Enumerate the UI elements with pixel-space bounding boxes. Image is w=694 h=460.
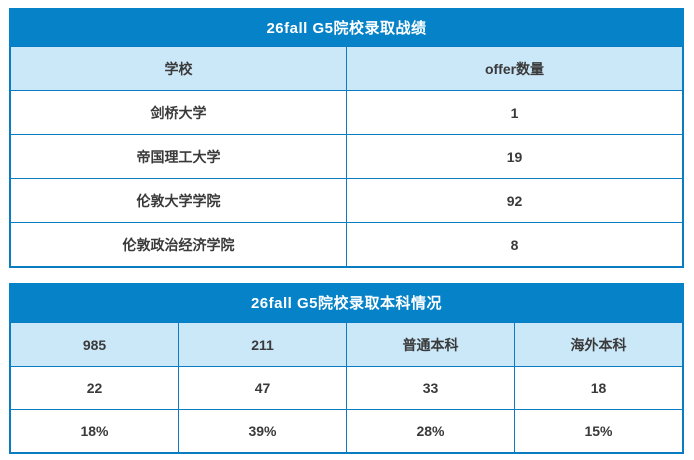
count-cell: 18 (513, 366, 684, 410)
admissions-table-title: 26fall G5院校录取战绩 (9, 8, 684, 46)
undergrad-background-table-grid: 985 211 普通本科 海外本科 22 47 33 18 18% 39% 28… (9, 322, 684, 454)
table-row: 剑桥大学 1 (9, 90, 684, 135)
percent-cell: 15% (513, 409, 684, 454)
admissions-table-grid: 学校 offer数量 剑桥大学 1 帝国理工大学 19 伦敦大学学院 92 (9, 46, 684, 268)
table-row: 伦敦政治经济学院 8 (9, 222, 684, 268)
school-cell: 伦敦政治经济学院 (9, 222, 347, 268)
table-row: 帝国理工大学 19 (9, 134, 684, 179)
admissions-table: 26fall G5院校录取战绩 学校 offer数量 剑桥大学 1 帝国理工大学… (9, 8, 684, 268)
offer-count-cell: 8 (346, 222, 684, 268)
school-cell: 伦敦大学学院 (9, 178, 347, 223)
offer-count-cell: 92 (346, 178, 684, 223)
undergrad-background-table: 26fall G5院校录取本科情况 985 211 普通本科 海外本科 22 4… (9, 283, 684, 454)
column-header-overseas-undergrad: 海外本科 (513, 322, 684, 367)
table-row: 伦敦大学学院 92 (9, 178, 684, 223)
school-cell: 帝国理工大学 (9, 134, 347, 179)
offer-count-cell: 19 (346, 134, 684, 179)
percent-cell: 18% (9, 409, 179, 454)
column-header-school: 学校 (9, 46, 347, 91)
column-header-regular-undergrad: 普通本科 (345, 322, 515, 367)
offer-count-cell: 1 (346, 90, 684, 135)
column-header-985: 985 (9, 322, 179, 367)
background-header-row: 985 211 普通本科 海外本科 (9, 322, 684, 367)
percent-cell: 39% (177, 409, 347, 454)
table-row: 22 47 33 18 (9, 366, 684, 410)
table-row: 18% 39% 28% 15% (9, 409, 684, 454)
count-cell: 22 (9, 366, 179, 410)
undergrad-background-table-title: 26fall G5院校录取本科情况 (9, 283, 684, 322)
admissions-header-row: 学校 offer数量 (9, 46, 684, 91)
percent-cell: 28% (345, 409, 515, 454)
count-cell: 47 (177, 366, 347, 410)
column-header-offer-count: offer数量 (346, 46, 684, 91)
school-cell: 剑桥大学 (9, 90, 347, 135)
column-header-211: 211 (177, 322, 347, 367)
count-cell: 33 (345, 366, 515, 410)
